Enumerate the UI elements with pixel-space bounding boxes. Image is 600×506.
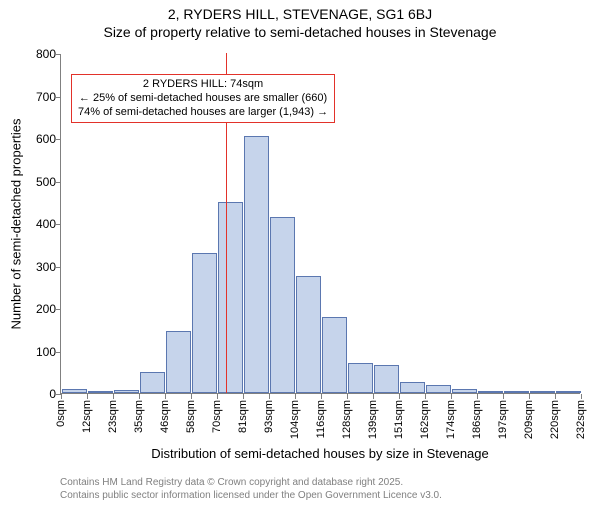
attribution: Contains HM Land Registry data © Crown c… <box>60 477 442 502</box>
bar <box>374 365 399 393</box>
x-tick-label: 139sqm <box>367 400 379 439</box>
x-tick-mark <box>61 394 62 399</box>
y-tick-label: 300 <box>36 260 56 274</box>
bar <box>140 372 165 393</box>
x-tick-label: 197sqm <box>497 400 509 439</box>
x-tick-mark <box>555 394 556 399</box>
y-tick-mark <box>56 352 61 353</box>
title-subtitle: Size of property relative to semi-detach… <box>0 24 600 40</box>
bar <box>530 391 555 393</box>
title-address: 2, RYDERS HILL, STEVENAGE, SG1 6BJ <box>0 6 600 22</box>
bar <box>348 363 373 393</box>
y-tick-label: 500 <box>36 175 56 189</box>
annotation-line-2: ← 25% of semi-detached houses are smalle… <box>78 92 328 106</box>
y-tick-label: 800 <box>36 47 56 61</box>
x-tick-mark <box>425 394 426 399</box>
x-tick-label: 128sqm <box>341 400 353 439</box>
x-tick-label: 151sqm <box>393 400 405 439</box>
y-tick-label: 700 <box>36 90 56 104</box>
y-tick-label: 400 <box>36 217 56 231</box>
x-tick-mark <box>373 394 374 399</box>
x-tick-mark <box>451 394 452 399</box>
x-tick-label: 70sqm <box>211 400 223 433</box>
x-tick-mark <box>321 394 322 399</box>
x-tick-label: 12sqm <box>81 400 93 433</box>
y-tick-mark <box>56 182 61 183</box>
bar <box>218 202 243 393</box>
y-tick-mark <box>56 139 61 140</box>
x-tick-mark <box>165 394 166 399</box>
x-tick-mark <box>217 394 218 399</box>
x-tick-label: 232sqm <box>575 400 587 439</box>
bar <box>62 389 87 393</box>
bar <box>88 391 113 393</box>
bar <box>114 390 139 393</box>
x-tick-mark <box>269 394 270 399</box>
bar <box>426 385 451 394</box>
bar <box>296 276 321 393</box>
x-tick-label: 58sqm <box>185 400 197 433</box>
y-tick-mark <box>56 224 61 225</box>
bar <box>556 391 581 393</box>
bar <box>478 391 503 393</box>
y-tick-mark <box>56 267 61 268</box>
y-tick-mark <box>56 309 61 310</box>
bar <box>192 253 217 393</box>
x-tick-mark <box>581 394 582 399</box>
x-tick-label: 35sqm <box>133 400 145 433</box>
chart-container: { "title_line1": "2, RYDERS HILL, STEVEN… <box>0 6 600 506</box>
plot-area: 01002003004005006007008000sqm12sqm23sqm3… <box>60 54 580 394</box>
footer-line-2: Contains public sector information licen… <box>60 490 442 503</box>
y-tick-label: 600 <box>36 132 56 146</box>
x-tick-mark <box>503 394 504 399</box>
x-tick-label: 104sqm <box>289 400 301 439</box>
x-tick-mark <box>399 394 400 399</box>
x-tick-label: 0sqm <box>55 400 67 427</box>
bar <box>452 389 477 393</box>
x-tick-label: 93sqm <box>263 400 275 433</box>
annotation-line-3: 74% of semi-detached houses are larger (… <box>78 106 328 120</box>
x-tick-mark <box>477 394 478 399</box>
x-tick-mark <box>139 394 140 399</box>
x-tick-label: 174sqm <box>445 400 457 439</box>
x-tick-mark <box>243 394 244 399</box>
y-tick-label: 200 <box>36 302 56 316</box>
x-tick-label: 23sqm <box>107 400 119 433</box>
x-tick-mark <box>113 394 114 399</box>
x-tick-label: 186sqm <box>471 400 483 439</box>
x-tick-mark <box>87 394 88 399</box>
y-tick-label: 100 <box>36 345 56 359</box>
bar <box>322 317 347 394</box>
x-tick-mark <box>347 394 348 399</box>
x-axis-label: Distribution of semi-detached houses by … <box>151 446 488 461</box>
x-tick-mark <box>529 394 530 399</box>
x-tick-mark <box>191 394 192 399</box>
bar <box>166 331 191 393</box>
footer-line-1: Contains HM Land Registry data © Crown c… <box>60 477 442 490</box>
x-tick-label: 162sqm <box>419 400 431 439</box>
annotation-line-1: 2 RYDERS HILL: 74sqm <box>78 78 328 92</box>
x-tick-label: 220sqm <box>549 400 561 439</box>
x-tick-label: 209sqm <box>523 400 535 439</box>
histogram: Number of semi-detached properties Distr… <box>60 54 580 434</box>
x-tick-mark <box>295 394 296 399</box>
y-axis-label: Number of semi-detached properties <box>9 119 24 330</box>
bar <box>504 391 529 393</box>
x-tick-label: 116sqm <box>315 400 327 438</box>
y-tick-label: 0 <box>49 387 56 401</box>
y-tick-mark <box>56 97 61 98</box>
x-tick-label: 81sqm <box>237 400 249 433</box>
x-tick-label: 46sqm <box>159 400 171 433</box>
y-tick-mark <box>56 54 61 55</box>
bar <box>244 136 269 393</box>
bar <box>400 382 425 393</box>
bar <box>270 217 295 393</box>
annotation-box: 2 RYDERS HILL: 74sqm← 25% of semi-detach… <box>71 74 335 123</box>
